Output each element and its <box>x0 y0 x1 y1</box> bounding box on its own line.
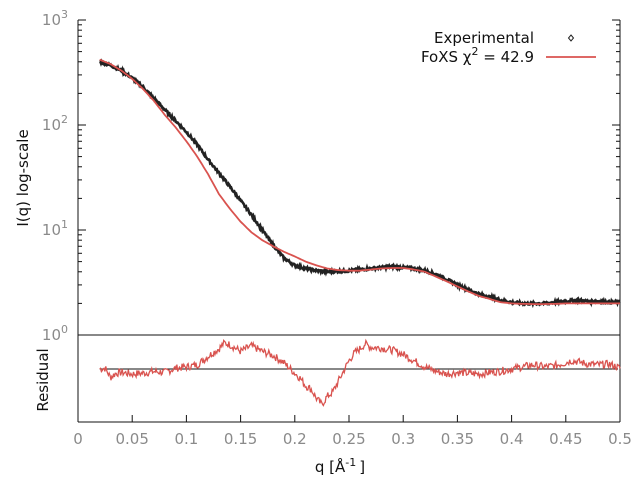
residual-axis-label: Residual <box>34 348 52 411</box>
x-axis-label-exp: -1 <box>345 456 356 469</box>
x-tick-label-0: 0 <box>73 430 83 448</box>
y-tick-label-0: 100 <box>42 323 68 344</box>
x-axis-label: q [Å-1] <box>315 456 365 476</box>
residual-panel <box>99 338 621 407</box>
experimental-series-points <box>99 58 621 309</box>
y-tick-label-exp-3: 3 <box>61 8 68 21</box>
legend-experimental-marker <box>567 34 575 42</box>
legend-fit-label-exp: 2 <box>471 45 478 58</box>
y-tick-label-3: 103 <box>42 8 68 29</box>
y-tick-label-exp-0: 0 <box>61 323 68 336</box>
x-tick-label-1: 0.05 <box>115 430 148 448</box>
legend-fit-label-main: FoXS χ <box>421 48 472 66</box>
x-axis-label-end: ] <box>359 458 365 476</box>
x-tick-label-8: 0.4 <box>500 430 524 448</box>
x-tick-label-10: 0.5 <box>608 430 632 448</box>
y-axis-label: I(q) log-scale <box>14 129 32 226</box>
x-tick-label-9: 0.45 <box>549 430 582 448</box>
main-panel <box>99 58 621 309</box>
legend-fit-label-value: = 42.9 <box>478 48 534 66</box>
residual-series-line <box>99 338 621 407</box>
x-tick-label-7: 0.35 <box>441 430 474 448</box>
x-tick-label-5: 0.25 <box>332 430 365 448</box>
y-tick-label-base-3: 10 <box>42 11 61 29</box>
x-axis-ticks: 0 0.05 0.1 0.15 0.2 0.25 0.3 0.35 0.4 0.45 0.5 <box>73 415 632 448</box>
y-tick-label-2: 102 <box>42 113 68 134</box>
y-tick-label-base-2: 10 <box>42 116 61 134</box>
y-tick-label-base-1: 10 <box>42 221 61 239</box>
x-tick-label-3: 0.15 <box>224 430 257 448</box>
legend: Experimental FoXS χ2 = 42.9 <box>421 29 596 66</box>
foxs-fit-line <box>99 58 620 305</box>
y-tick-label-exp-2: 2 <box>61 113 68 126</box>
legend-experimental-label: Experimental <box>434 29 534 47</box>
x-tick-label-4: 0.2 <box>283 430 307 448</box>
legend-fit-label: FoXS χ2 = 42.9 <box>421 45 534 66</box>
y-tick-label-exp-1: 1 <box>61 218 68 231</box>
x-tick-label-6: 0.3 <box>391 430 415 448</box>
legend-marker-diamond <box>567 34 575 42</box>
x-axis-label-main: q [Å <box>315 457 346 476</box>
y-tick-label-1: 101 <box>42 218 68 239</box>
y-tick-label-base-0: 10 <box>42 326 61 344</box>
x-tick-label-2: 0.1 <box>174 430 198 448</box>
